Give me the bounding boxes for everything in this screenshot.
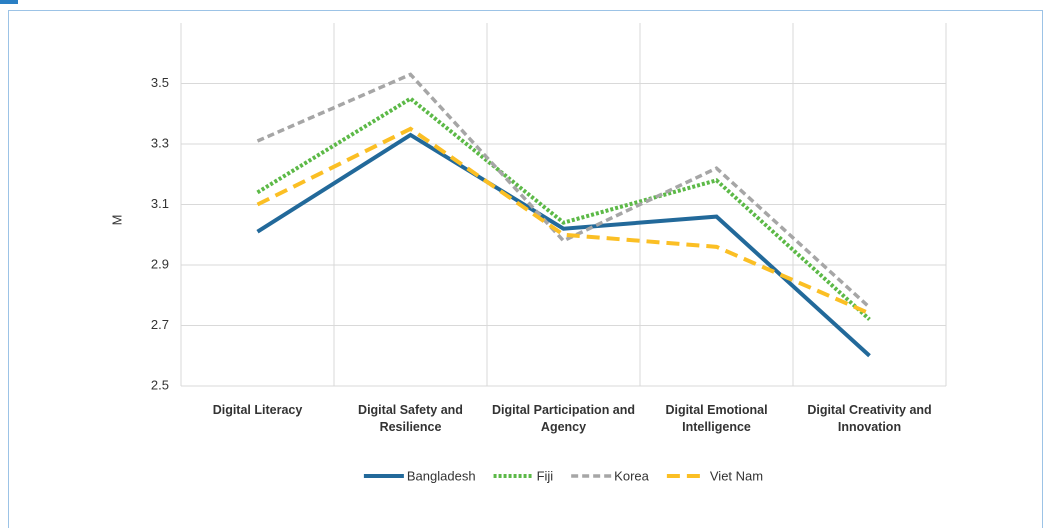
corner-accent [0,0,18,4]
y-tick-label: 2.7 [151,317,169,332]
series-line [256,96,871,321]
x-tick-label: Digital Creativity and Innovation [807,403,932,434]
legend-label: Viet Nam [710,468,763,483]
legend-label: Korea [614,468,649,483]
legend-label: Bangladesh [407,468,476,483]
y-tick-label: 2.9 [151,256,169,271]
y-axis-label: M [109,215,124,226]
y-tick-label: 3.1 [151,196,169,211]
y-tick-label: 3.5 [151,75,169,90]
frame [8,10,1043,528]
x-tick-label: Digital Safety and Resilience [358,403,463,434]
y-tick-label: 3.3 [151,135,169,150]
series-line [256,126,871,316]
series-line [256,132,871,358]
x-tick-label: Digital Emotional Intelligence [665,403,768,434]
legend-label: Fiji [537,468,554,483]
x-tick-label: Digital Participation and Agency [491,403,636,434]
series-line [256,72,871,309]
x-tick-label: Digital Literacy [212,403,303,417]
y-tick-label: 2.5 [151,377,169,392]
